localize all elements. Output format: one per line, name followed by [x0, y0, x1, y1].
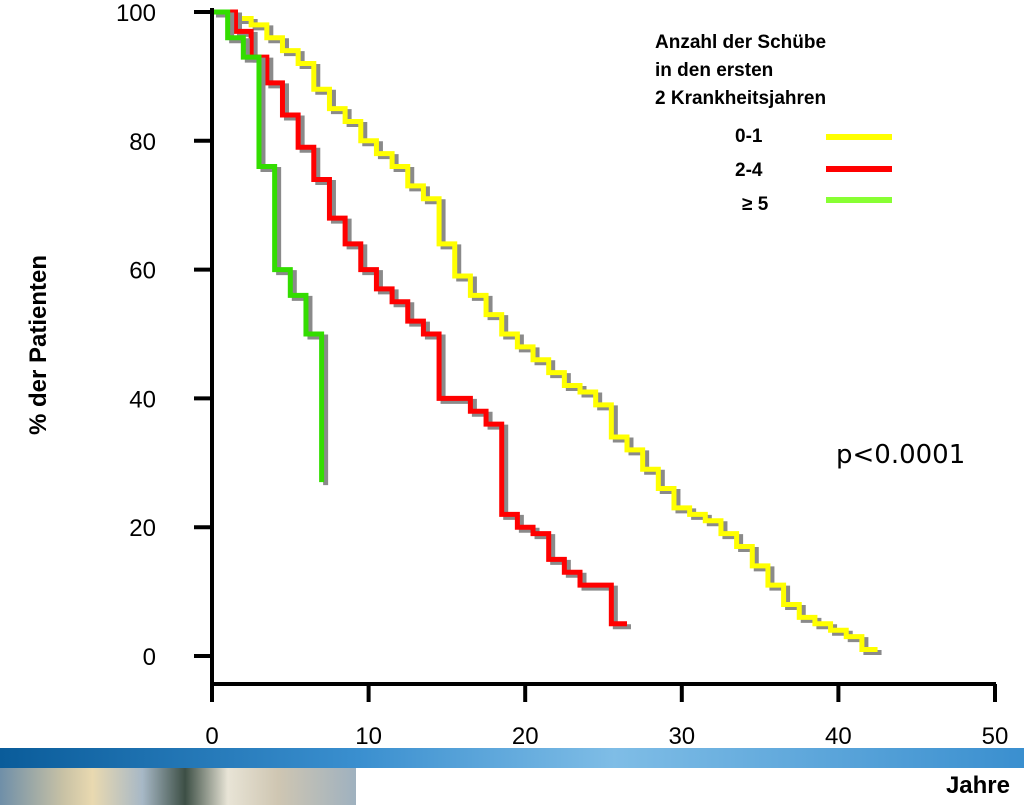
legend-title-line-3: 2 Krankheitsjahren [655, 88, 826, 109]
legend-label-0-1: 0-1 [735, 126, 763, 147]
series-ge5-line [212, 9, 325, 483]
x-axis-label: Jahre [945, 772, 1010, 799]
x-tick-label: 0 [205, 723, 218, 748]
x-tick-label: 30 [668, 723, 695, 748]
legend: Anzahl der Schübe in den ersten 2 Krankh… [655, 32, 892, 215]
legend-title-line-1: Anzahl der Schübe [655, 32, 826, 53]
legend-label-ge5: ≥ 5 [742, 194, 769, 215]
legend-label-2-4: 2-4 [735, 160, 763, 181]
x-tick-label: 20 [512, 723, 539, 748]
y-tick-label: 40 [129, 386, 156, 413]
y-tick-label: 80 [129, 129, 156, 156]
y-tick-label: 100 [116, 0, 156, 27]
legend-title-line-2: in den ersten [655, 60, 773, 81]
footer-photo [0, 768, 356, 805]
footer-bar [0, 748, 1024, 768]
x-tick-label: 10 [355, 723, 382, 748]
x-tick-label: 40 [825, 723, 852, 748]
y-tick-label: 0 [143, 644, 156, 671]
p-value-annotation: p<0.0001 [836, 440, 965, 470]
series-0-1-line [212, 9, 878, 653]
y-tick-label: 20 [129, 515, 156, 542]
series-2-4-line [212, 9, 627, 627]
y-axis-label: % der Patienten [25, 255, 52, 435]
y-tick-label: 60 [129, 258, 156, 285]
x-tick-label: 50 [982, 723, 1009, 748]
series-ge5-shadow [216, 12, 329, 486]
